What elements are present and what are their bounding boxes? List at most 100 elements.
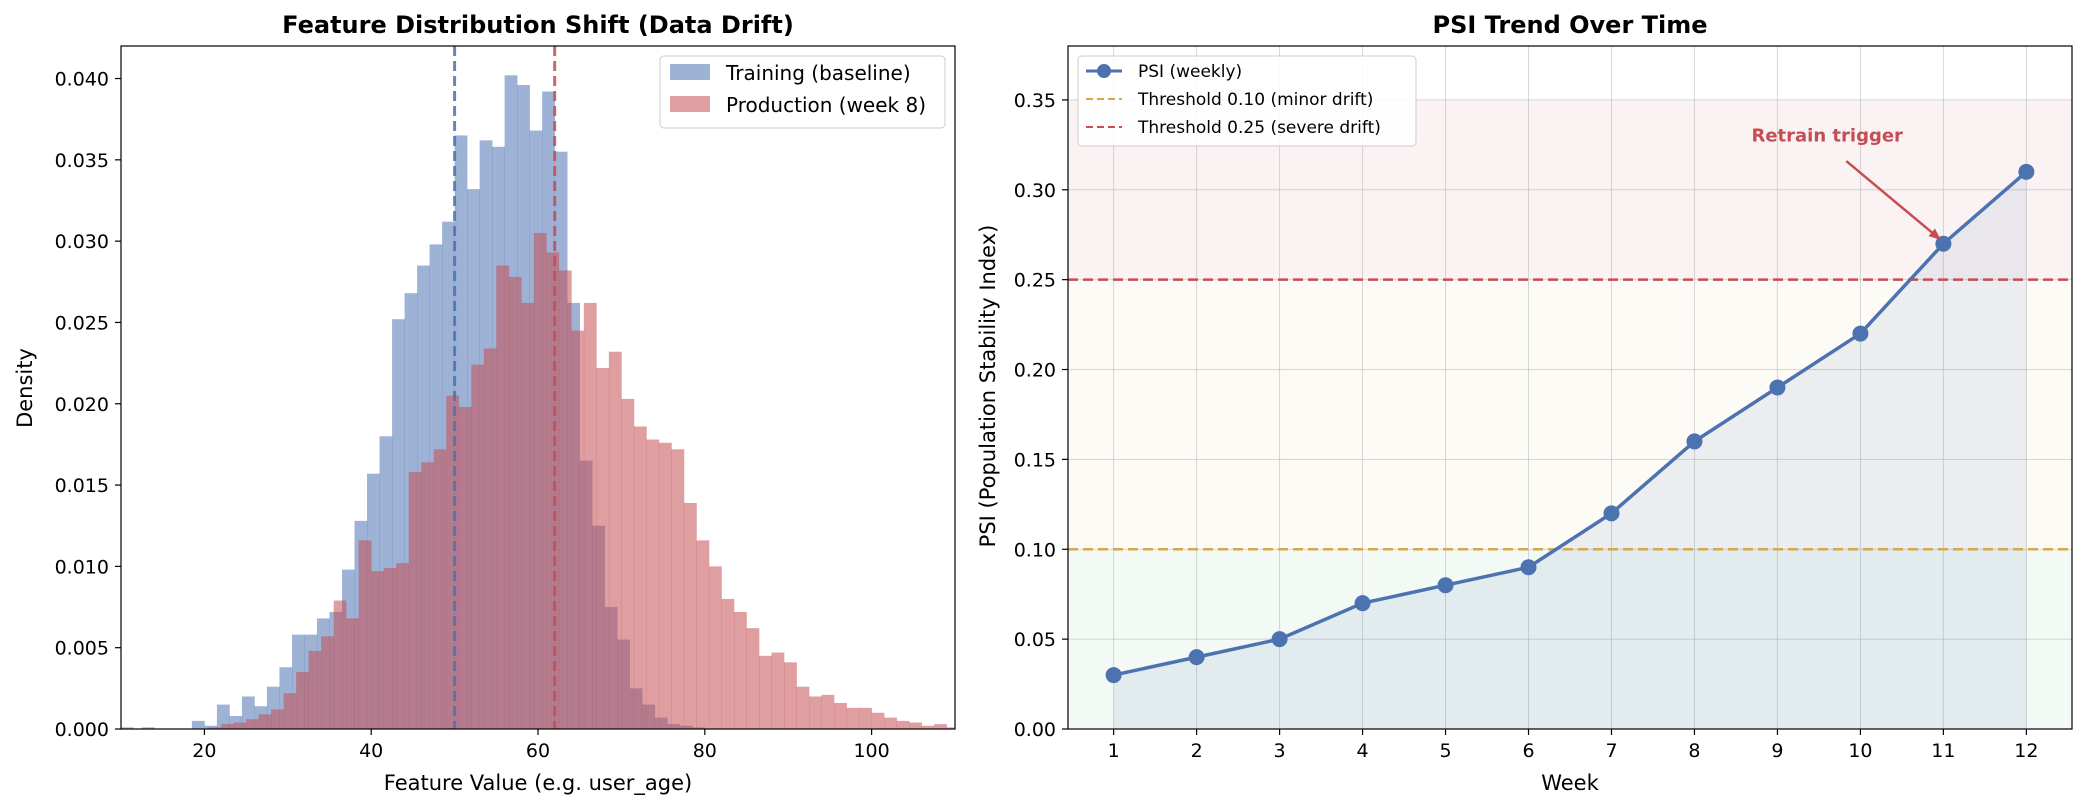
psi-x-tick-label: 12 <box>2014 740 2038 762</box>
histogram-x-axis-label: Feature Value (e.g. user_age) <box>384 771 692 796</box>
psi-x-tick-label: 8 <box>1688 740 1700 762</box>
psi-y-tick-label: 0.25 <box>1014 270 1056 292</box>
histogram-bar-production <box>321 636 334 729</box>
histogram-bar-production <box>121 727 134 729</box>
histogram-bar-production <box>859 707 872 729</box>
psi-x-tick-label: 6 <box>1522 740 1534 762</box>
histogram-bar-production <box>721 598 735 729</box>
histogram-plot-area: 20 40 60 80 100 0.000 0.005 0.010 0.015 0.020 0.02… <box>55 45 956 762</box>
psi-x-axis-label: Week <box>1541 771 1599 795</box>
legend-swatch-training <box>670 64 710 80</box>
histogram-bar-production <box>396 563 410 729</box>
psi-point <box>1105 667 1122 684</box>
psi-y-tick-label: 0.05 <box>1014 629 1056 651</box>
histogram-bar-production <box>834 702 847 729</box>
legend-label-training: Training (baseline) <box>725 61 911 85</box>
histogram-bar-training <box>216 704 230 729</box>
histogram-bar-production <box>646 439 660 729</box>
histogram-bar-production <box>921 725 935 729</box>
psi-frame <box>1067 45 2073 730</box>
histogram-bar-production <box>633 426 647 729</box>
histogram-bar-production <box>471 364 485 729</box>
legend-marker-psi <box>1097 64 1111 78</box>
histogram-x-tick-label: 60 <box>526 740 550 762</box>
psi-y-tick-label: 0.20 <box>1014 360 1056 382</box>
histogram-bar-production <box>708 566 722 729</box>
psi-x-tick-label: 7 <box>1605 740 1617 762</box>
histogram-y-tick-label: 0.040 <box>55 69 109 91</box>
histogram-bar-production <box>658 442 672 729</box>
histogram-y-tick-label: 0.010 <box>55 556 109 578</box>
histogram-bar-production <box>583 302 597 729</box>
histogram-bar-production <box>759 655 772 729</box>
histogram-bar-production <box>771 652 785 729</box>
psi-area-fill <box>1113 171 2027 729</box>
histogram-bar-production <box>433 449 447 729</box>
legend-label-threshold-severe: Threshold 0.25 (severe drift) <box>1137 118 1381 138</box>
histogram-bar-production <box>296 672 309 729</box>
psi-point <box>1769 379 1786 396</box>
psi-y-tick-label: 0.35 <box>1014 90 1056 112</box>
histogram-bar-production <box>696 540 710 729</box>
retrain-annotation: Retrain trigger <box>1751 125 1903 146</box>
histogram-bar-production <box>221 724 234 729</box>
histogram-x-tick-label: 40 <box>359 740 383 762</box>
histogram-y-tick-label: 0.035 <box>55 150 109 172</box>
psi-point <box>1188 649 1205 666</box>
histogram-bar-production <box>258 714 272 729</box>
histogram-bars <box>121 75 955 729</box>
histogram-bar-production <box>271 709 284 729</box>
histogram-y-tick-label: 0.030 <box>55 231 109 253</box>
histogram-bar-production <box>621 398 635 729</box>
histogram-bar-production <box>208 727 222 729</box>
retrain-arrow <box>1845 160 1941 240</box>
legend-label-psi: PSI (weekly) <box>1138 62 1242 82</box>
histogram-bar-production <box>846 707 860 729</box>
histogram-bar-production <box>884 717 897 729</box>
psi-x-tick-label: 1 <box>1108 740 1120 762</box>
histogram-bar-production <box>333 600 347 729</box>
histogram-bar-production <box>358 540 372 729</box>
histogram-bar-production <box>283 693 297 729</box>
histogram-x-tick-label: 80 <box>693 740 717 762</box>
histogram-bar-production <box>946 727 955 729</box>
histogram-bar-production <box>496 265 510 729</box>
histogram-bar-production <box>683 502 697 729</box>
histogram-bar-production <box>909 722 922 729</box>
psi-x-tick-label: 9 <box>1771 740 1783 762</box>
psi-point <box>1271 631 1288 648</box>
histogram-bar-production <box>483 348 497 729</box>
histogram-title: Feature Distribution Shift (Data Drift) <box>282 11 794 39</box>
psi-zone-band-1 <box>1068 279 2072 550</box>
histogram-bar-production <box>934 724 947 729</box>
histogram-bar-production <box>421 462 435 729</box>
histogram-bar-production <box>571 330 585 729</box>
histogram-bar-production <box>408 472 422 729</box>
histogram-bar-production <box>896 720 910 729</box>
psi-x-tick-label: 11 <box>1931 740 1955 762</box>
legend-label-threshold-minor: Threshold 0.10 (minor drift) <box>1137 90 1373 110</box>
histogram-legend: Training (baseline) Production (week 8) <box>659 55 946 129</box>
psi-legend: PSI (weekly) Threshold 0.10 (minor drift… <box>1077 55 1417 147</box>
histogram-bar-production <box>733 611 747 729</box>
psi-y-tick-label: 0.00 <box>1014 719 1056 741</box>
histogram-bar-production <box>796 686 810 729</box>
histogram-bar-production <box>546 252 560 729</box>
psi-x-tick-label: 3 <box>1274 740 1286 762</box>
histogram-y-tick-label: 0.025 <box>55 312 109 334</box>
psi-y-axis-label: PSI (Population Stability Index) <box>976 225 1000 548</box>
histogram-bar-production <box>871 712 885 729</box>
legend-swatch-production <box>670 96 710 112</box>
histogram-bar-production <box>308 650 322 729</box>
psi-point <box>1603 505 1620 522</box>
psi-point <box>2018 163 2035 180</box>
psi-point <box>1852 325 1869 342</box>
histogram-y-tick-label: 0.015 <box>55 475 109 497</box>
histogram-bar-training <box>191 720 205 729</box>
histogram-bar-production <box>521 302 535 729</box>
histogram-y-axis-label: Density <box>13 348 37 428</box>
histogram-bar-production <box>383 568 397 729</box>
